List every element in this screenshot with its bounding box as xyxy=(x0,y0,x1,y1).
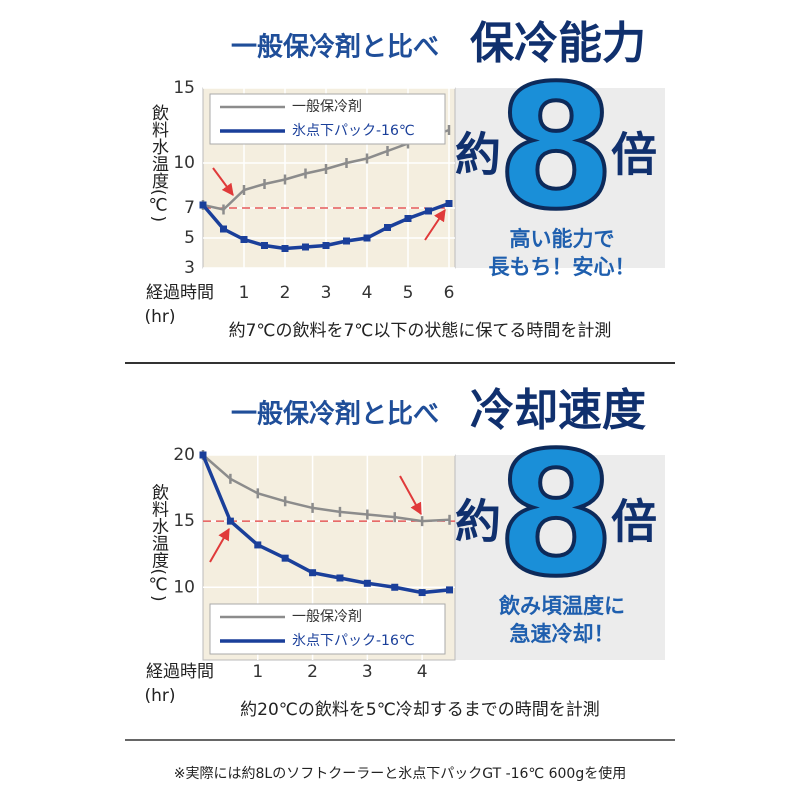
data-point xyxy=(404,215,412,222)
x-axis-label: 経過時間 xyxy=(146,283,214,303)
y-tick-label: 5 xyxy=(184,228,195,248)
legend-box xyxy=(209,93,446,145)
arrow xyxy=(212,167,234,196)
data-point xyxy=(336,574,344,582)
note: 約7℃の飲料を7℃以下の状態に保てる時間を計測 xyxy=(229,321,612,341)
lead-text: 一般保冷剤と比べ xyxy=(231,399,439,430)
data-point xyxy=(220,225,227,233)
x-tick-label: 3 xyxy=(362,662,373,682)
x-tick-label: 6 xyxy=(444,283,455,303)
data-point xyxy=(199,451,207,459)
data-point xyxy=(363,579,371,587)
legend-label: 一般保冷剤 xyxy=(292,99,362,115)
data-point xyxy=(240,236,248,243)
data-point xyxy=(302,243,309,251)
data-point xyxy=(425,207,432,215)
arrow xyxy=(399,475,422,516)
arrow xyxy=(209,527,230,563)
data-point xyxy=(281,245,289,252)
tagline: 高い能力で xyxy=(510,227,615,251)
data-point xyxy=(384,224,391,231)
ratio-prefix: 約 xyxy=(455,495,501,549)
arrows xyxy=(209,167,446,563)
data-point xyxy=(254,541,262,549)
x-tick-label: 1 xyxy=(252,662,263,682)
legend-box xyxy=(209,603,446,655)
series-line xyxy=(202,454,450,523)
y-axis-label: 飲料水温度(℃) xyxy=(148,104,169,222)
lead-text: 一般保冷剤と比べ xyxy=(231,32,439,63)
y-tick-label: 7 xyxy=(184,198,195,218)
ratio-background xyxy=(455,455,665,660)
data-point xyxy=(322,242,330,249)
y-tick-label: 15 xyxy=(173,511,195,531)
y-axis-label: 飲料水温度(℃) xyxy=(148,483,169,601)
ratio-suffix: 倍 xyxy=(611,495,657,549)
y-tick-label: 10 xyxy=(173,577,195,597)
y-tick-label: 10 xyxy=(173,153,195,173)
data-point xyxy=(363,234,371,242)
ratio-prefix: 約 xyxy=(455,128,501,182)
data-point xyxy=(281,554,289,562)
x-tick-label: 2 xyxy=(280,283,291,303)
x-axis-label: 経過時間 xyxy=(146,662,214,682)
ratio-suffix: 倍 xyxy=(611,128,657,182)
data-point xyxy=(309,569,317,577)
data-point xyxy=(391,583,399,591)
y-tick-label: 15 xyxy=(173,78,195,98)
y-tick-label: 3 xyxy=(184,258,195,278)
headline: 冷却速度 xyxy=(470,385,646,436)
legend-label: 氷点下パック-16℃ xyxy=(292,633,415,649)
series-line xyxy=(201,454,450,595)
data-point xyxy=(445,200,453,207)
x-tick-label: 3 xyxy=(321,283,332,303)
x-tick-label: 4 xyxy=(362,283,373,303)
y-tick-label: 20 xyxy=(173,445,195,465)
legend-label: 一般保冷剤 xyxy=(292,609,362,625)
headline: 保冷能力 xyxy=(470,18,646,69)
x-tick-label: 5 xyxy=(403,283,414,303)
data-point xyxy=(343,237,350,245)
data-point xyxy=(199,201,207,209)
legend-label: 氷点下パック-16℃ xyxy=(292,123,415,139)
tagline: 急速冷却！ xyxy=(510,622,615,646)
data-point xyxy=(446,586,454,594)
x-axis-unit: (hr) xyxy=(144,686,175,706)
arrow xyxy=(424,209,446,241)
x-tick-label: 1 xyxy=(239,283,250,303)
x-tick-label: 4 xyxy=(417,662,428,682)
x-axis-unit: (hr) xyxy=(144,307,175,327)
tagline: 長もち！安心！ xyxy=(489,255,636,279)
note: 約20℃の飲料を5℃冷却するまでの時間を計測 xyxy=(240,700,600,720)
data-point xyxy=(261,242,268,249)
data-point xyxy=(226,517,234,525)
ratio-number: 8 xyxy=(497,49,615,247)
x-tick-label: 2 xyxy=(307,662,318,682)
tagline: 飲み頃温度に xyxy=(498,594,625,618)
ratio-background xyxy=(455,88,665,268)
data-point xyxy=(418,589,426,597)
ratio-number: 8 xyxy=(497,416,615,614)
footnote: ※実際には約8Lのソフトクーラーと氷点下パックGT -16℃ 600gを使用 xyxy=(174,765,626,782)
